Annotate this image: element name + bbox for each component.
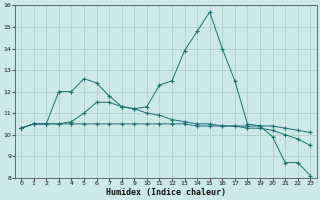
X-axis label: Humidex (Indice chaleur): Humidex (Indice chaleur) [106,188,226,197]
